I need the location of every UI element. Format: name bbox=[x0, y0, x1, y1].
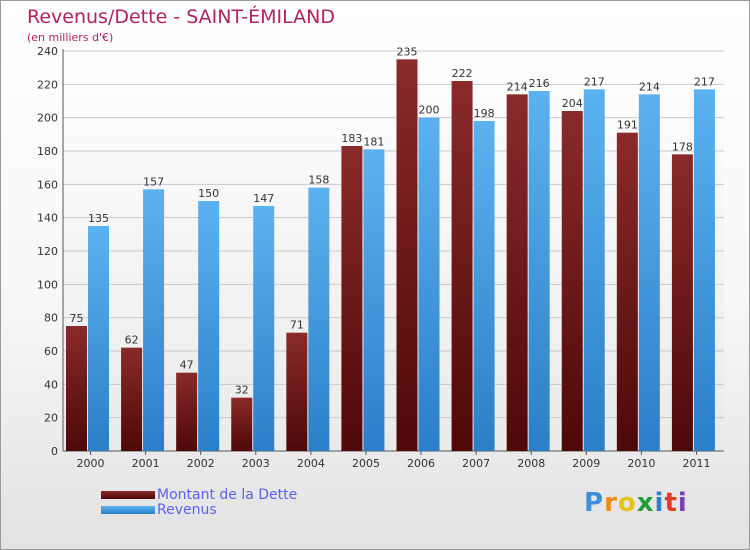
bar-dette bbox=[121, 347, 143, 451]
data-label: 216 bbox=[529, 77, 550, 90]
x-tick-label: 2008 bbox=[517, 457, 545, 470]
y-tick-label: 220 bbox=[37, 78, 58, 91]
bar-dette bbox=[451, 81, 473, 451]
y-tick-label: 160 bbox=[37, 178, 58, 191]
data-label: 157 bbox=[143, 175, 164, 188]
y-tick-label: 240 bbox=[37, 45, 58, 58]
x-tick-label: 2007 bbox=[462, 457, 490, 470]
data-label: 135 bbox=[88, 212, 109, 225]
bar-revenus bbox=[528, 91, 550, 451]
data-label: 178 bbox=[672, 140, 693, 153]
x-tick-label: 2000 bbox=[77, 457, 105, 470]
logo-letter: i bbox=[654, 488, 665, 518]
legend-item-revenus: Revenus bbox=[101, 501, 297, 518]
data-label: 147 bbox=[253, 192, 274, 205]
bar-dette bbox=[286, 332, 308, 451]
data-label: 71 bbox=[290, 319, 304, 332]
x-tick-label: 2010 bbox=[627, 457, 655, 470]
data-label: 183 bbox=[341, 132, 362, 145]
y-tick-label: 180 bbox=[37, 145, 58, 158]
bar-revenus bbox=[308, 187, 330, 451]
bar-dette bbox=[66, 326, 87, 451]
logo-letter: i bbox=[677, 488, 688, 518]
x-tick-label: 2004 bbox=[297, 457, 325, 470]
x-tick-label: 2003 bbox=[242, 457, 270, 470]
bar-dette bbox=[176, 372, 198, 451]
logo-letter: r bbox=[604, 488, 618, 518]
data-label: 62 bbox=[125, 334, 139, 347]
bar-dette bbox=[396, 59, 418, 451]
y-tick-label: 0 bbox=[51, 445, 58, 458]
data-label: 32 bbox=[235, 384, 249, 397]
bar-dette bbox=[506, 94, 528, 451]
bar-revenus bbox=[693, 89, 715, 451]
legend-item-dette: Montant de la Dette bbox=[101, 486, 298, 503]
data-label: 191 bbox=[617, 119, 638, 132]
chart-legend: Montant de la Dette Revenus bbox=[101, 486, 298, 518]
legend-swatch-revenus bbox=[101, 505, 155, 514]
logo-letter: o bbox=[617, 488, 637, 518]
bar-dette bbox=[616, 132, 638, 451]
bar-revenus bbox=[473, 121, 495, 451]
data-label: 158 bbox=[308, 174, 329, 187]
x-tick-label: 2005 bbox=[352, 457, 380, 470]
y-tick-label: 140 bbox=[37, 212, 58, 225]
chart-subtitle: (en milliers d'€) bbox=[27, 31, 114, 44]
bar-revenus bbox=[253, 206, 275, 451]
data-label: 214 bbox=[507, 80, 528, 93]
y-tick-label: 100 bbox=[37, 278, 58, 291]
proxiti-logo: Proxiti bbox=[584, 488, 688, 518]
data-label: 214 bbox=[639, 80, 660, 93]
data-label: 198 bbox=[474, 107, 495, 120]
logo-letter: t bbox=[664, 488, 678, 518]
y-tick-label: 120 bbox=[37, 245, 58, 258]
data-label: 47 bbox=[180, 359, 194, 372]
bar-revenus bbox=[638, 94, 660, 451]
x-tick-label: 2001 bbox=[132, 457, 160, 470]
bar-revenus bbox=[143, 189, 165, 452]
bar-revenus bbox=[583, 89, 605, 451]
data-label: 150 bbox=[198, 187, 219, 200]
bar-revenus bbox=[198, 201, 220, 451]
data-label: 217 bbox=[694, 75, 715, 88]
legend-label-dette: Montant de la Dette bbox=[157, 486, 298, 503]
logo-letter: P bbox=[584, 488, 605, 518]
data-label: 200 bbox=[419, 104, 440, 117]
x-tick-label: 2011 bbox=[682, 457, 710, 470]
data-label: 222 bbox=[452, 67, 473, 80]
y-tick-label: 40 bbox=[44, 378, 58, 391]
chart-title: Revenus/Dette - SAINT-ÉMILAND bbox=[27, 6, 336, 28]
x-tick-label: 2002 bbox=[187, 457, 215, 470]
bar-revenus bbox=[363, 149, 385, 452]
y-tick-label: 200 bbox=[37, 112, 58, 125]
bar-dette bbox=[561, 111, 583, 451]
data-label: 181 bbox=[363, 135, 384, 148]
y-tick-label: 20 bbox=[44, 412, 58, 425]
data-label: 75 bbox=[70, 312, 84, 325]
logo-letter: x bbox=[636, 488, 655, 518]
legend-label-revenus: Revenus bbox=[157, 501, 217, 518]
bar-dette bbox=[341, 146, 363, 451]
bar-dette bbox=[671, 154, 693, 452]
bar-revenus bbox=[418, 117, 440, 452]
data-label: 235 bbox=[397, 45, 418, 58]
data-label: 217 bbox=[584, 75, 605, 88]
bar-dette bbox=[231, 397, 253, 451]
data-label: 204 bbox=[562, 97, 583, 110]
x-tick-label: 2006 bbox=[407, 457, 435, 470]
x-tick-label: 2009 bbox=[572, 457, 600, 470]
legend-swatch-dette bbox=[101, 490, 155, 499]
bar-revenus bbox=[88, 226, 109, 451]
y-tick-label: 80 bbox=[44, 312, 58, 325]
y-tick-label: 60 bbox=[44, 345, 58, 358]
